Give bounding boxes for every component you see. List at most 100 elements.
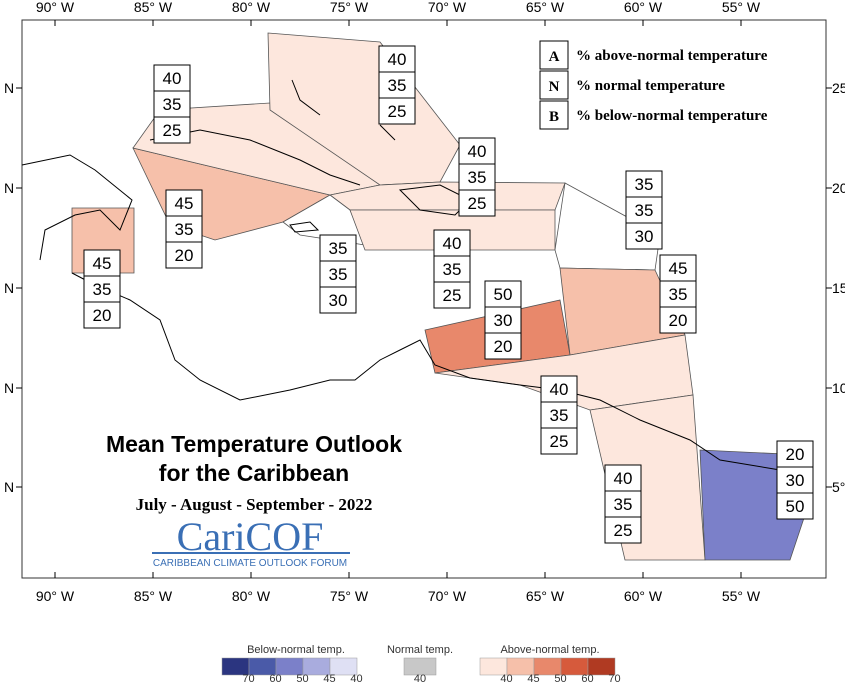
period: July - August - September - 2022 (136, 495, 373, 514)
key-cell (539, 100, 569, 130)
probability-cell (319, 286, 357, 314)
latitude-label: 10 (832, 380, 845, 396)
labels: 45 35 20 45 35 20 40 35 25 40 35 25 40 35 25 35 35 30 40 35… (83, 45, 814, 544)
probability: 25 (550, 432, 569, 451)
probability-cell (604, 490, 642, 518)
legend-label: Normal temp. (387, 644, 453, 656)
probability: 35 (329, 239, 348, 258)
probability-cell (484, 332, 522, 360)
legend-swatch (329, 657, 358, 676)
probability: 35 (635, 201, 654, 220)
key-code: N (549, 79, 560, 95)
probability: 40 (388, 50, 407, 69)
longitude-label: 70° W (428, 0, 467, 15)
legend-label: Above-normal temp. (500, 644, 599, 656)
probability-cell (604, 464, 642, 492)
probability: 40 (443, 234, 462, 253)
probability: 50 (786, 497, 805, 516)
probability: 40 (163, 69, 182, 88)
probability: 25 (163, 121, 182, 140)
legend-tick: 45 (323, 673, 335, 684)
probability-cell (153, 64, 191, 92)
probability: 45 (175, 194, 194, 213)
legend-tick: 40 (350, 673, 362, 684)
probability-cell (625, 222, 663, 250)
longitude-label: 80° W (232, 588, 271, 604)
probability-cell (319, 234, 357, 262)
probability: 25 (443, 286, 462, 305)
longitude-label: 90° W (36, 0, 75, 15)
probability: 35 (329, 265, 348, 284)
latitude-label: 25 (832, 80, 845, 96)
probability-cell (378, 97, 416, 125)
longitude-label: 70° W (428, 588, 467, 604)
probability-cell (540, 401, 578, 429)
probability: 35 (93, 280, 112, 299)
probability-cell (776, 466, 814, 494)
probability: 40 (614, 469, 633, 488)
probability: 20 (669, 311, 688, 330)
probability-cell (484, 280, 522, 308)
probability-cell (458, 137, 496, 165)
probability-cell (83, 301, 121, 329)
probability: 35 (635, 175, 654, 194)
probability: 35 (443, 260, 462, 279)
longitude-label: 85° W (134, 0, 173, 15)
probability: 35 (614, 495, 633, 514)
longitude-label: 80° W (232, 0, 271, 15)
latitude-label: N (4, 479, 14, 495)
longitude-label: 60° W (624, 0, 663, 15)
probability: 30 (329, 291, 348, 310)
legend-swatch (587, 657, 616, 676)
probability: 50 (494, 285, 513, 304)
legend-swatch (403, 657, 437, 676)
latitude-label: 5° (832, 479, 845, 495)
probability-cell (625, 170, 663, 198)
longitude-label: 60° W (624, 588, 663, 604)
probability: 45 (93, 254, 112, 273)
latitude-label: N (4, 380, 14, 396)
latitude-label: 20 (832, 180, 845, 196)
probability-cell (153, 90, 191, 118)
key: A % above-normal temperature N % normal tem… (539, 40, 768, 130)
logo: CariCOF (177, 514, 324, 559)
probability: 20 (175, 246, 194, 265)
probability: 35 (550, 406, 569, 425)
probability: 30 (786, 471, 805, 490)
probability: 25 (468, 194, 487, 213)
legend-tick: 60 (269, 673, 281, 684)
probability-cell (153, 116, 191, 144)
legend-tick: 70 (608, 673, 620, 684)
probability: 35 (669, 285, 688, 304)
logo-subtitle: CARIBBEAN CLIMATE OUTLOOK FORUM (153, 558, 347, 569)
probability: 35 (388, 76, 407, 95)
probability-cell (540, 427, 578, 455)
probability: 20 (786, 445, 805, 464)
longitude-label: 55° W (722, 588, 761, 604)
key-text: % above-normal temperature (576, 48, 768, 64)
probability-cell (458, 163, 496, 191)
legend-tick: 70 (242, 673, 254, 684)
probability: 30 (635, 227, 654, 246)
probability: 25 (614, 521, 633, 540)
latitude-label: N (4, 280, 14, 296)
probability-cell (776, 440, 814, 468)
probability-cell (776, 492, 814, 520)
probability: 35 (163, 95, 182, 114)
color-legend: Below-normal temp. 70 60 50 45 40 Normal temp.… (221, 644, 621, 684)
probability: 40 (550, 380, 569, 399)
probability-cell (83, 249, 121, 277)
probability-cell (319, 260, 357, 288)
probability: 45 (669, 259, 688, 278)
legend-tick: 50 (554, 673, 566, 684)
probability-cell (433, 281, 471, 309)
regions (71, 32, 811, 561)
legend-tick: 40 (500, 673, 512, 684)
legend-tick: 50 (296, 673, 308, 684)
key-text: % normal temperature (576, 78, 725, 94)
latitude-label: N (4, 80, 14, 96)
key-code: A (549, 49, 560, 65)
probability: 30 (494, 311, 513, 330)
longitude-label: 85° W (134, 588, 173, 604)
